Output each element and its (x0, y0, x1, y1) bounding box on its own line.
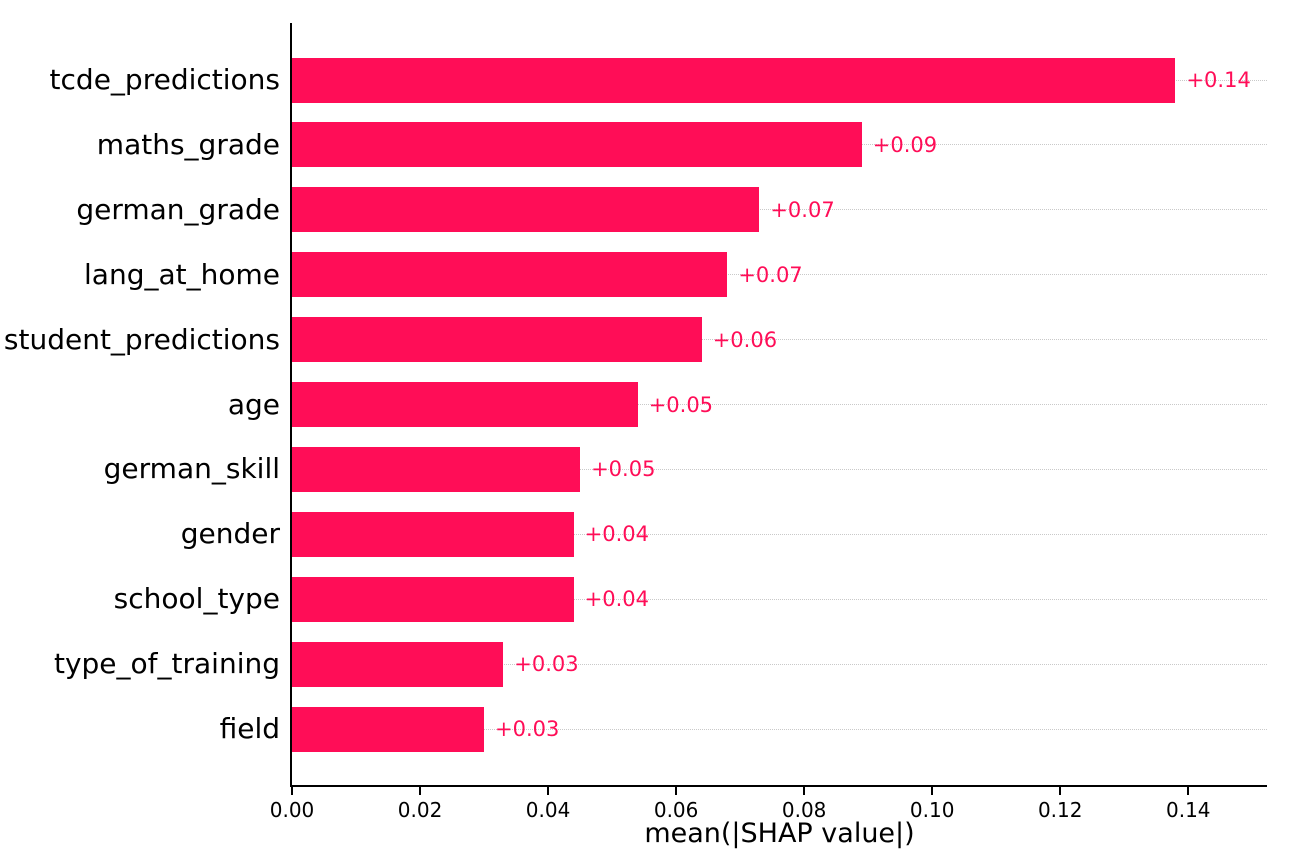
bar-value-label: +0.07 (770, 197, 835, 222)
gridline (292, 468, 1267, 470)
bar (292, 57, 1176, 103)
x-axis-tick-label: 0.04 (525, 798, 571, 822)
gridline (292, 728, 1267, 730)
x-axis-tick-label: 0.06 (653, 798, 699, 822)
bar (292, 252, 728, 298)
bar (292, 511, 574, 557)
x-axis-tick (931, 787, 934, 795)
bar-value-label: +0.03 (514, 652, 579, 677)
x-axis-tick-label: 0.12 (1037, 798, 1083, 822)
bar-value-label: +0.07 (738, 262, 803, 287)
category-label: tcde_predictions (49, 63, 280, 96)
x-axis-tick (675, 787, 678, 795)
category-label: german_grade (76, 192, 280, 226)
x-axis-tick-label: 0.08 (781, 798, 827, 822)
bar-value-label: +0.04 (584, 522, 650, 547)
bar-value-label: +0.14 (1186, 68, 1251, 92)
x-axis-title: mean(|SHAP value|) (644, 818, 915, 849)
category-label: field (219, 712, 280, 745)
gridline (292, 533, 1267, 535)
x-axis-tick (1059, 787, 1062, 795)
bar (292, 446, 581, 492)
category-label: lang_at_home (84, 257, 280, 291)
category-label: maths_grade (96, 127, 280, 161)
gridline (292, 274, 1267, 276)
bar-value-label: +0.04 (584, 587, 650, 612)
bar-value-label: +0.03 (495, 717, 560, 741)
bar-value-label: +0.05 (591, 457, 656, 482)
bar (292, 122, 862, 168)
bar-value-label: +0.06 (712, 327, 778, 352)
category-label: gender (180, 517, 280, 551)
x-axis-tick-label: 0.00 (269, 798, 315, 822)
gridline (292, 598, 1267, 600)
category-label: german_skill (103, 452, 280, 486)
category-label: type_of_training (53, 647, 280, 681)
bar (292, 317, 702, 363)
y-axis-line (290, 23, 292, 787)
bar (292, 576, 574, 622)
gridline (292, 209, 1267, 211)
bar (292, 382, 638, 427)
gridline (292, 404, 1267, 405)
bar-value-label: +0.05 (648, 392, 714, 417)
category-label: age (227, 387, 280, 421)
x-axis-line (290, 785, 1267, 787)
x-axis-tick-label: 0.14 (1165, 798, 1211, 822)
category-label: school_type (113, 582, 280, 616)
x-axis-tick-label: 0.10 (909, 798, 955, 822)
x-axis-tick (547, 787, 550, 795)
bar (292, 187, 760, 233)
gridline (292, 339, 1267, 341)
bar (292, 706, 485, 752)
x-axis-tick (1187, 787, 1190, 795)
bar-value-label: +0.09 (872, 132, 938, 157)
x-axis-tick (419, 787, 422, 795)
x-axis-tick (291, 787, 293, 795)
gridline (292, 663, 1267, 665)
category-label: student_predictions (3, 322, 280, 356)
x-axis-tick (803, 787, 806, 795)
bar (292, 641, 504, 687)
x-axis-tick-label: 0.02 (397, 798, 443, 822)
